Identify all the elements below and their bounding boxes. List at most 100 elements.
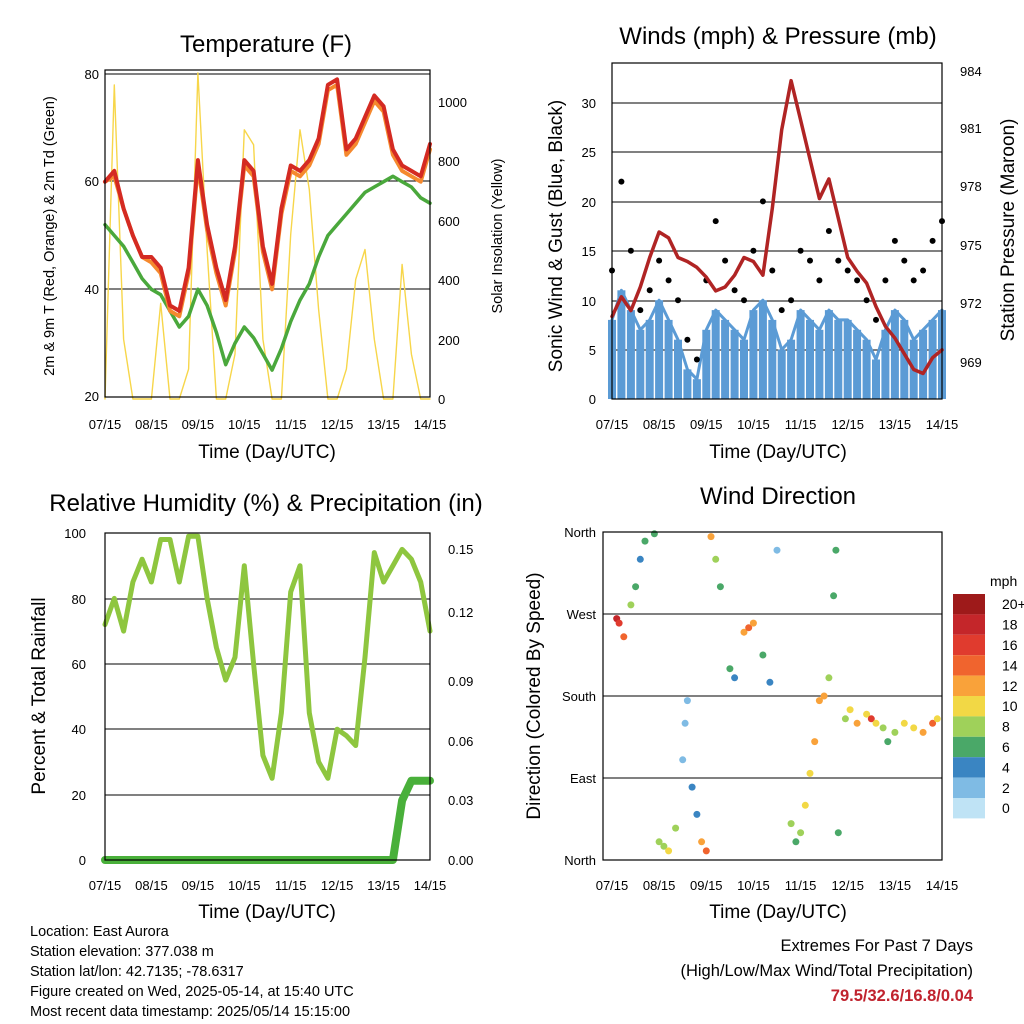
x-tick-label: 09/15 xyxy=(690,417,723,432)
humidity-left-tick-label: 40 xyxy=(72,722,86,737)
wind-direction-point xyxy=(900,719,908,727)
direction-y-ticks: North East South West North xyxy=(562,525,596,868)
winds-right-tick-label: 981 xyxy=(960,121,982,136)
winds-right-tick-label: 978 xyxy=(960,179,982,194)
colorbar-label: 18 xyxy=(1002,617,1018,633)
wind-direction-point xyxy=(726,665,734,673)
humidity-plot-data xyxy=(101,533,434,864)
wind-speed-bar xyxy=(862,339,871,399)
wind-speed-bar xyxy=(711,310,720,399)
wind-speed-bar xyxy=(796,310,805,399)
humidity-left-tick-label: 60 xyxy=(72,657,86,672)
station-latlon: Station lat/lon: 42.7135; -78.6317 xyxy=(30,964,244,980)
gust-point xyxy=(637,307,644,314)
humidity-title: Relative Humidity (%) & Precipitation (i… xyxy=(49,490,482,517)
x-tick-label: 14/15 xyxy=(414,878,447,893)
temperature-title: Temperature (F) xyxy=(180,31,352,58)
gust-point xyxy=(646,287,653,294)
wind-direction-point xyxy=(759,651,767,659)
colorbar-swatch xyxy=(953,614,985,635)
humidity-left-tick-label: 20 xyxy=(72,788,86,803)
x-tick-label: 09/15 xyxy=(690,878,723,893)
colorbar-unit-label: mph xyxy=(990,573,1017,589)
temperature-right-tick-label: 800 xyxy=(438,154,460,169)
wind-direction-point xyxy=(712,555,720,563)
wind-direction-point xyxy=(641,537,649,545)
wind-speed-bar xyxy=(749,310,758,399)
wind-speed-bar xyxy=(815,329,824,399)
colorbar-label: 14 xyxy=(1002,657,1018,673)
winds-right-tick-label: 972 xyxy=(960,296,982,311)
x-tick-label: 10/15 xyxy=(228,878,261,893)
temperature-panel: Temperature (F) 20 40 60 80 0 200 400 60… xyxy=(42,31,506,463)
temperature-x-label: Time (Day/UTC) xyxy=(198,442,336,463)
temperature-y-label-right: Solar Insolation (Yellow) xyxy=(490,158,506,313)
colorbar-swatch xyxy=(953,757,985,778)
humidity-right-tick-label: 0.15 xyxy=(448,542,473,557)
gust-point xyxy=(854,277,861,284)
temperature-y-label-left: 2m & 9m T (Red, Orange) & 2m Td (Green) xyxy=(42,96,58,376)
gust-point xyxy=(901,257,908,264)
gust-point xyxy=(920,267,927,274)
wind-direction-point xyxy=(830,592,838,600)
colorbar-label: 2 xyxy=(1002,780,1010,796)
colorbar-swatch xyxy=(953,696,985,717)
x-tick-label: 13/15 xyxy=(367,417,400,432)
winds-y-label-left: Sonic Wind & Gust (Blue, Black) xyxy=(546,100,567,372)
x-tick-label: 11/15 xyxy=(275,417,307,432)
humidity-y-label-left: Percent & Total Rainfall xyxy=(29,597,50,794)
humidity-left-tick-label: 80 xyxy=(72,592,86,607)
x-tick-label: 11/15 xyxy=(275,878,307,893)
colorbar-label: 20+ xyxy=(1002,596,1024,612)
temp-9m-line xyxy=(103,82,432,319)
wind-speed-bar xyxy=(834,319,843,399)
colorbar-label: 4 xyxy=(1002,759,1010,775)
wind-speed-bar xyxy=(853,329,862,399)
temperature-right-tick-label: 600 xyxy=(438,214,460,229)
wind-direction-point xyxy=(834,829,842,837)
wind-direction-point xyxy=(650,530,658,538)
x-tick-label: 08/15 xyxy=(643,417,676,432)
winds-left-tick-label: 10 xyxy=(582,294,596,309)
winds-frame xyxy=(611,62,943,400)
wind-direction-point xyxy=(825,674,833,682)
temperature-frame xyxy=(104,69,431,398)
gust-point xyxy=(882,277,889,284)
x-tick-label: 10/15 xyxy=(737,417,770,432)
wind-direction-point xyxy=(688,783,696,791)
humidity-left-tick-label: 0 xyxy=(79,853,86,868)
colorbar-swatch xyxy=(953,716,985,737)
figure-created: Figure created on Wed, 2025-05-14, at 15… xyxy=(30,984,354,1000)
winds-title: Winds (mph) & Pressure (mb) xyxy=(619,23,936,50)
gust-point xyxy=(684,336,691,343)
gust-point xyxy=(844,267,851,274)
wind-speed-bar xyxy=(730,329,739,399)
x-tick-label: 07/15 xyxy=(89,417,122,432)
colorbar-swatch xyxy=(953,798,985,819)
x-tick-label: 12/15 xyxy=(831,878,864,893)
humidity-panel: Relative Humidity (%) & Precipitation (i… xyxy=(29,490,483,923)
winds-right-tick-label: 975 xyxy=(960,238,982,253)
x-tick-label: 12/15 xyxy=(321,417,354,432)
temperature-plot-data xyxy=(103,72,432,400)
gust-point xyxy=(873,316,879,323)
wind-direction-point xyxy=(740,628,748,636)
winds-left-tick-label: 15 xyxy=(582,244,596,259)
x-tick-label: 14/15 xyxy=(414,417,447,432)
temperature-right-tick-label: 0 xyxy=(438,392,445,407)
wind-speed-bar xyxy=(674,339,682,399)
gust-point xyxy=(675,297,681,304)
gust-point xyxy=(722,257,729,264)
wind-direction-point xyxy=(707,533,715,541)
wind-speed-bar xyxy=(758,300,767,399)
gust-point xyxy=(759,198,766,205)
precipitation-line xyxy=(101,776,434,864)
winds-left-tick-label: 0 xyxy=(589,392,596,407)
x-tick-label: 10/15 xyxy=(228,417,261,432)
humidity-right-tick-label: 0.03 xyxy=(448,793,473,808)
wind-direction-point xyxy=(745,624,753,632)
speed-colorbar: mph 20+ 18 16 14 12 10 8 6 4 2 0 xyxy=(953,573,1024,819)
x-tick-label: 14/15 xyxy=(926,417,959,432)
winds-left-ticks: 0 5 10 15 20 25 30 xyxy=(582,96,596,407)
